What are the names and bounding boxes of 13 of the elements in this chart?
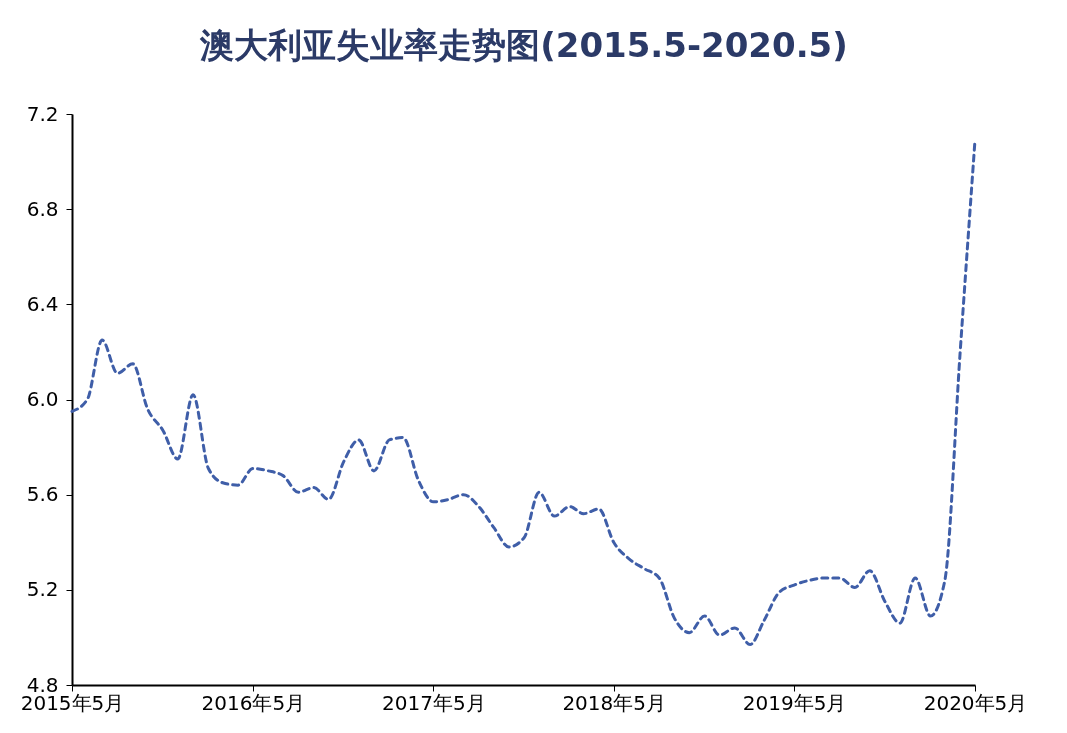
y-tick-label: 5.6 (26, 482, 59, 507)
y-tick-label: 6.4 (26, 291, 59, 316)
x-tick-label: 2018年5月 (562, 690, 667, 715)
y-tick-label: 6.8 (26, 196, 59, 221)
y-tick-label: 4.8 (26, 672, 59, 697)
x-tick-label: 2017年5月 (381, 690, 486, 715)
x-tick-label: 2019年5月 (742, 690, 847, 715)
chart-title: 澳大利亚失业率走势图(2015.5-2020.5) (199, 25, 848, 65)
x-tick-label: 2020年5月 (923, 690, 1028, 715)
y-tick-label: 5.2 (26, 577, 59, 602)
x-tick-label: 2016年5月 (201, 690, 306, 715)
y-tick-label: 7.2 (26, 101, 59, 126)
y-tick-label: 6.0 (26, 387, 59, 411)
